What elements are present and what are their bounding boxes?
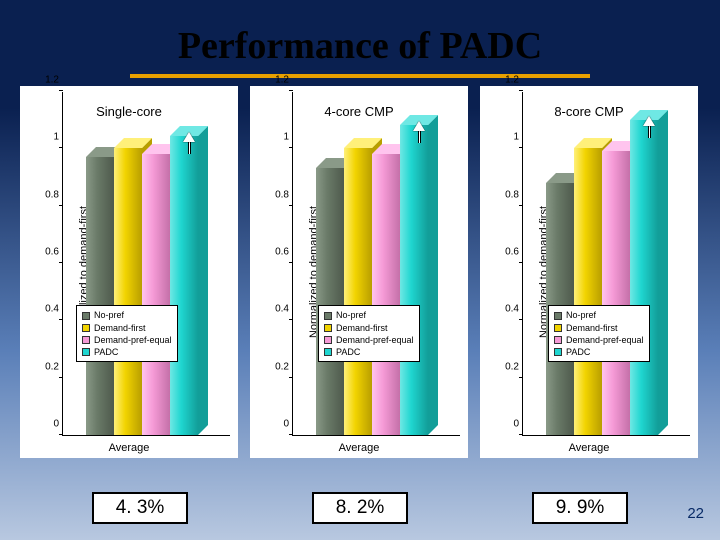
legend-label: Demand-pref-equal: [566, 334, 644, 346]
chart-panel: Normalized to demand-first4-core CMP00.2…: [250, 86, 468, 458]
legend-swatch: [82, 348, 90, 356]
chart-panel: Normalized to demand-first8-core CMP00.2…: [480, 86, 698, 458]
bar: [316, 168, 344, 435]
bar: [372, 154, 400, 435]
legend-item: Demand-first: [324, 322, 414, 334]
legend-swatch: [324, 324, 332, 332]
y-tick-label: 0.2: [495, 361, 519, 372]
bar-group: [546, 120, 658, 435]
legend-label: No-pref: [566, 309, 596, 321]
y-tick-label: 0.4: [35, 304, 59, 315]
x-axis-label: Average: [20, 442, 238, 454]
legend: No-prefDemand-firstDemand-pref-equalPADC: [76, 305, 178, 362]
legend-swatch: [82, 324, 90, 332]
y-tick-label: 1: [35, 132, 59, 143]
legend-label: PADC: [94, 346, 118, 358]
legend-item: Demand-first: [554, 322, 644, 334]
y-tick-label: 1: [495, 132, 519, 143]
y-tick-label: 1.2: [495, 75, 519, 86]
legend-label: Demand-first: [94, 322, 146, 334]
y-tick-label: 0.8: [265, 189, 289, 200]
legend-swatch: [554, 348, 562, 356]
bar: [630, 120, 658, 435]
legend-swatch: [82, 312, 90, 320]
legend-item: Demand-pref-equal: [554, 334, 644, 346]
y-tick-label: 0.2: [265, 361, 289, 372]
bar: [344, 148, 372, 435]
bar: [86, 157, 114, 435]
legend-swatch: [554, 324, 562, 332]
legend-swatch: [82, 336, 90, 344]
legend-label: No-pref: [336, 309, 366, 321]
legend-item: No-pref: [554, 309, 644, 321]
legend-label: Demand-pref-equal: [94, 334, 172, 346]
legend-item: Demand-first: [82, 322, 172, 334]
x-axis-label: Average: [250, 442, 468, 454]
y-tick-label: 0: [35, 419, 59, 430]
legend-swatch: [324, 336, 332, 344]
y-tick-label: 0.4: [495, 304, 519, 315]
x-axis-label: Average: [480, 442, 698, 454]
up-arrow-icon: [643, 116, 655, 138]
percent-tag: 9. 9%: [532, 492, 629, 524]
bar-group: [316, 125, 428, 435]
up-arrow-icon: [183, 132, 195, 154]
plot-area: 00.20.40.60.811.2: [522, 92, 690, 436]
legend-label: Demand-pref-equal: [336, 334, 414, 346]
legend: No-prefDemand-firstDemand-pref-equalPADC: [318, 305, 420, 362]
legend-item: Demand-pref-equal: [324, 334, 414, 346]
title-block: Performance of PADC: [0, 0, 720, 78]
bar: [400, 125, 428, 435]
plot-area: 00.20.40.60.811.2: [292, 92, 460, 436]
legend-label: No-pref: [94, 309, 124, 321]
y-tick-label: 0.6: [495, 247, 519, 258]
y-tick-label: 0: [495, 419, 519, 430]
legend: No-prefDemand-firstDemand-pref-equalPADC: [548, 305, 650, 362]
legend-label: Demand-first: [566, 322, 618, 334]
charts-row: Normalized to demand-firstSingle-core00.…: [0, 78, 720, 458]
legend-item: PADC: [82, 346, 172, 358]
legend-item: PADC: [554, 346, 644, 358]
legend-item: PADC: [324, 346, 414, 358]
legend-item: Demand-pref-equal: [82, 334, 172, 346]
y-tick-label: 0.6: [265, 247, 289, 258]
page-number: 22: [687, 505, 704, 522]
y-tick-label: 1.2: [265, 75, 289, 86]
tag-row: 4. 3% 8. 2% 9. 9%: [0, 492, 720, 524]
y-tick-label: 0.8: [35, 189, 59, 200]
chart-panel: Normalized to demand-firstSingle-core00.…: [20, 86, 238, 458]
percent-tag: 4. 3%: [92, 492, 189, 524]
legend-label: PADC: [566, 346, 590, 358]
legend-label: PADC: [336, 346, 360, 358]
y-tick-label: 0.4: [265, 304, 289, 315]
bar: [142, 154, 170, 435]
percent-tag: 8. 2%: [312, 492, 409, 524]
legend-swatch: [324, 348, 332, 356]
legend-swatch: [554, 336, 562, 344]
y-tick-label: 0: [265, 419, 289, 430]
plot-area: 00.20.40.60.811.2: [62, 92, 230, 436]
bar: [574, 148, 602, 435]
legend-swatch: [554, 312, 562, 320]
y-tick-label: 0.6: [35, 247, 59, 258]
y-tick-label: 1: [265, 132, 289, 143]
page-title: Performance of PADC: [178, 24, 542, 68]
bar: [170, 136, 198, 435]
legend-label: Demand-first: [336, 322, 388, 334]
bar: [602, 151, 630, 435]
bar: [114, 148, 142, 435]
y-tick-label: 0.2: [35, 361, 59, 372]
y-tick-label: 0.8: [495, 189, 519, 200]
y-tick-label: 1.2: [35, 75, 59, 86]
bar-group: [86, 136, 198, 435]
legend-swatch: [324, 312, 332, 320]
legend-item: No-pref: [324, 309, 414, 321]
up-arrow-icon: [413, 121, 425, 143]
legend-item: No-pref: [82, 309, 172, 321]
